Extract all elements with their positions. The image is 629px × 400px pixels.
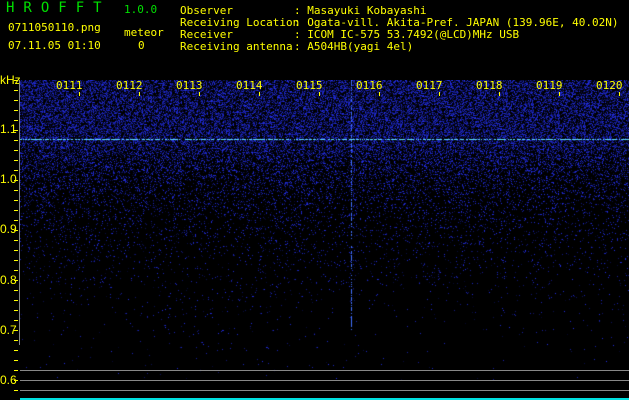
y-tick xyxy=(14,340,18,341)
file-datetime: 07.11.05 01:10 xyxy=(8,39,101,52)
y-tick xyxy=(14,80,18,81)
y-tick xyxy=(14,190,18,191)
x-tick-label: 0112 xyxy=(116,79,143,92)
x-tick xyxy=(499,92,500,96)
x-tick-label: 0114 xyxy=(236,79,263,92)
y-tick xyxy=(14,260,18,261)
meteor-count: 0 xyxy=(138,39,145,52)
y-tick xyxy=(14,200,18,201)
x-tick xyxy=(199,92,200,96)
reference-line xyxy=(20,370,629,371)
y-tick-label: 1.1 xyxy=(0,122,17,136)
y-tick-label: 0.7 xyxy=(0,322,17,337)
x-tick xyxy=(319,92,320,96)
info-label: Receiver xyxy=(180,28,233,41)
app-version: 1.0.0 xyxy=(124,3,158,16)
x-tick-label: 0113 xyxy=(176,79,203,92)
x-tick xyxy=(439,92,440,96)
y-tick xyxy=(14,140,18,141)
y-unit: kHz xyxy=(0,73,21,87)
y-tick xyxy=(14,170,18,171)
y-tick xyxy=(14,90,18,91)
y-tick xyxy=(14,330,18,331)
y-tick xyxy=(14,110,18,111)
y-axis-line xyxy=(19,80,20,345)
y-tick xyxy=(14,350,18,351)
meteor-label: meteor xyxy=(124,26,164,39)
y-tick xyxy=(14,300,18,301)
info-label: Receiving Location xyxy=(180,16,300,29)
x-tick xyxy=(559,92,560,96)
y-tick xyxy=(14,320,18,321)
x-tick xyxy=(619,92,620,96)
x-tick-label: 0120 xyxy=(596,79,623,92)
app-title: HROFFT xyxy=(6,0,111,16)
info-value: : ICOM IC-575 53.7492(@LCD)MHz USB xyxy=(294,28,520,41)
y-tick xyxy=(14,150,18,151)
y-tick xyxy=(14,360,18,361)
y-tick-label: 0.9 xyxy=(0,222,17,237)
y-tick xyxy=(14,280,18,281)
info-value: : Masayuki Kobayashi xyxy=(294,4,427,17)
x-tick-label: 0116 xyxy=(356,79,383,92)
info-value: : Ogata-vill. Akita-Pref. JAPAN (139.96E… xyxy=(294,16,619,29)
y-tick xyxy=(14,180,18,181)
y-tick xyxy=(14,310,18,311)
x-tick-label: 0115 xyxy=(296,79,323,92)
y-tick xyxy=(14,290,18,291)
reference-line xyxy=(20,380,629,381)
info-label: Observer xyxy=(180,4,233,17)
y-tick xyxy=(14,160,18,161)
y-tick-label: 0.6 xyxy=(0,373,17,387)
x-tick-label: 0117 xyxy=(416,79,443,92)
x-tick-label: 0118 xyxy=(476,79,503,92)
x-tick-label: 0111 xyxy=(56,79,83,92)
file-name: 0711050110.png xyxy=(8,21,101,34)
info-label: Receiving antenna xyxy=(180,40,293,53)
y-tick xyxy=(14,240,18,241)
y-tick xyxy=(14,230,18,231)
x-tick-label: 0119 xyxy=(536,79,563,92)
y-tick xyxy=(14,380,18,381)
y-tick xyxy=(14,250,18,251)
y-tick xyxy=(14,370,18,371)
info-value: : A504HB(yagi 4el) xyxy=(294,40,414,53)
x-tick xyxy=(139,92,140,96)
x-tick xyxy=(79,92,80,96)
y-tick-label: 0.8 xyxy=(0,272,17,287)
x-tick xyxy=(259,92,260,96)
y-tick xyxy=(14,130,18,131)
reference-line xyxy=(20,390,629,391)
y-tick-label: 1.0 xyxy=(0,172,17,187)
x-tick xyxy=(379,92,380,96)
y-tick xyxy=(14,100,18,101)
y-tick xyxy=(14,390,18,391)
y-tick xyxy=(14,210,18,211)
y-tick xyxy=(14,220,18,221)
meteor-count-baseline xyxy=(20,398,629,400)
y-tick xyxy=(14,270,18,271)
spectrogram xyxy=(20,80,629,400)
y-tick xyxy=(14,120,18,121)
